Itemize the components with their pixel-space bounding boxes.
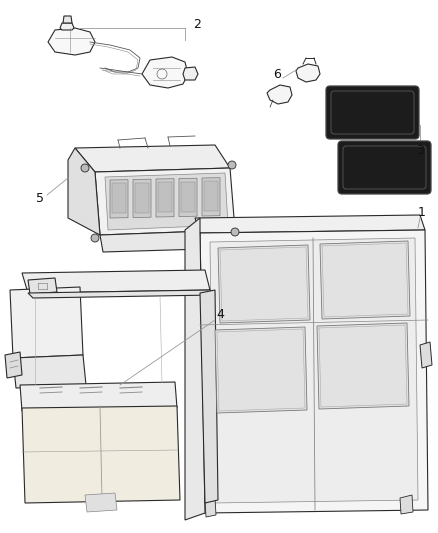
Polygon shape bbox=[320, 241, 410, 319]
Polygon shape bbox=[267, 85, 292, 104]
FancyBboxPatch shape bbox=[326, 86, 419, 139]
Polygon shape bbox=[68, 148, 100, 235]
Text: 6: 6 bbox=[273, 68, 281, 80]
Polygon shape bbox=[135, 182, 149, 213]
Polygon shape bbox=[158, 182, 172, 212]
Polygon shape bbox=[218, 245, 310, 323]
Polygon shape bbox=[22, 406, 180, 503]
Text: 4: 4 bbox=[216, 309, 224, 321]
Polygon shape bbox=[95, 168, 235, 235]
Text: 3: 3 bbox=[416, 143, 424, 157]
Polygon shape bbox=[204, 181, 218, 211]
Polygon shape bbox=[112, 183, 126, 213]
Polygon shape bbox=[205, 498, 216, 517]
Polygon shape bbox=[100, 230, 238, 252]
Text: 2: 2 bbox=[193, 19, 201, 31]
Ellipse shape bbox=[91, 234, 99, 242]
Polygon shape bbox=[400, 495, 413, 514]
Ellipse shape bbox=[231, 228, 239, 236]
Polygon shape bbox=[420, 342, 432, 368]
FancyBboxPatch shape bbox=[338, 141, 431, 194]
Polygon shape bbox=[60, 23, 74, 30]
Polygon shape bbox=[13, 355, 86, 388]
Polygon shape bbox=[85, 493, 117, 512]
Polygon shape bbox=[185, 218, 205, 520]
Ellipse shape bbox=[228, 161, 236, 169]
Polygon shape bbox=[22, 270, 210, 293]
Polygon shape bbox=[317, 323, 409, 409]
Polygon shape bbox=[215, 327, 307, 413]
Polygon shape bbox=[179, 178, 197, 216]
Polygon shape bbox=[5, 352, 22, 378]
Polygon shape bbox=[105, 173, 228, 230]
Polygon shape bbox=[200, 290, 218, 503]
Polygon shape bbox=[210, 238, 418, 503]
Polygon shape bbox=[48, 28, 95, 55]
Polygon shape bbox=[142, 57, 188, 88]
Polygon shape bbox=[195, 215, 425, 233]
Polygon shape bbox=[75, 145, 230, 172]
Polygon shape bbox=[200, 230, 428, 513]
Polygon shape bbox=[183, 67, 198, 80]
Polygon shape bbox=[20, 382, 177, 411]
Polygon shape bbox=[28, 278, 57, 294]
Polygon shape bbox=[28, 290, 215, 298]
Polygon shape bbox=[110, 180, 128, 218]
Polygon shape bbox=[296, 64, 320, 82]
Polygon shape bbox=[10, 287, 83, 358]
Ellipse shape bbox=[81, 164, 89, 172]
Polygon shape bbox=[156, 179, 174, 217]
Polygon shape bbox=[63, 16, 72, 23]
Polygon shape bbox=[181, 182, 195, 212]
Polygon shape bbox=[133, 179, 151, 217]
Polygon shape bbox=[202, 177, 220, 216]
Text: 1: 1 bbox=[418, 206, 426, 220]
Text: 5: 5 bbox=[36, 191, 44, 205]
